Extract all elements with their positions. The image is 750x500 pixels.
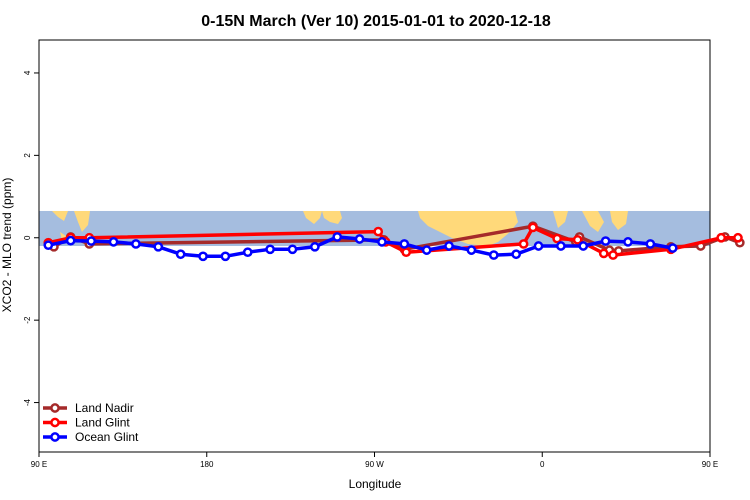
landmass-1 xyxy=(74,210,90,232)
legend-swatch-marker xyxy=(50,403,60,413)
axes: 90 E 180 90 W 0 90 E 4 2 0 -2 -4 xyxy=(23,39,718,469)
landmass-2 xyxy=(60,232,66,240)
data-point xyxy=(733,232,743,243)
data-point xyxy=(578,241,589,251)
y-tick-label: 0 xyxy=(23,235,32,240)
data-point xyxy=(175,249,186,260)
y-tick-label: 2 xyxy=(23,153,32,158)
data-point xyxy=(401,247,412,258)
landmass-5 xyxy=(418,210,518,246)
data-point xyxy=(598,248,609,259)
data-point xyxy=(488,250,499,260)
y-tick-label: 4 xyxy=(23,70,32,75)
x-tick-label: 90 E xyxy=(702,460,718,469)
data-point xyxy=(65,235,76,246)
data-point xyxy=(528,222,538,233)
data-point xyxy=(518,239,529,249)
data-point xyxy=(108,237,119,247)
x-axis-title: Longitude xyxy=(349,477,402,491)
data-point xyxy=(86,236,97,246)
data-point xyxy=(332,232,343,242)
data-point xyxy=(556,241,566,251)
data-point xyxy=(600,236,611,246)
data-point xyxy=(572,234,583,245)
data-point xyxy=(377,237,387,247)
landmass-3 xyxy=(303,210,322,224)
data-point xyxy=(265,244,275,255)
data-point xyxy=(552,233,563,244)
data-point xyxy=(198,251,208,262)
x-tick-label: 180 xyxy=(200,460,214,469)
data-point xyxy=(242,247,253,258)
data-point xyxy=(310,241,320,252)
y-tick-label: -4 xyxy=(23,398,32,406)
legend-label: Land Glint xyxy=(75,416,130,430)
x-tick-label: 90 W xyxy=(365,460,384,469)
legend-swatch-marker xyxy=(50,432,60,442)
landmass-4 xyxy=(322,210,342,224)
data-point xyxy=(608,250,618,260)
data-point xyxy=(354,234,365,244)
landmass-6 xyxy=(553,210,568,228)
data-point xyxy=(373,226,384,237)
data-point xyxy=(623,237,633,247)
data-point xyxy=(667,243,678,253)
data-point xyxy=(645,239,656,249)
y-axis-title: XCO2 - MLO trend (ppm) xyxy=(0,178,14,313)
data-point xyxy=(511,249,522,260)
data-point xyxy=(43,240,54,251)
data-point xyxy=(153,241,164,252)
legend-label: Ocean Glint xyxy=(75,430,139,444)
series-layer xyxy=(43,221,745,262)
series-ocean-glint xyxy=(43,232,678,262)
data-point xyxy=(466,245,477,255)
data-point xyxy=(716,232,727,243)
data-point xyxy=(399,239,410,249)
data-point xyxy=(287,244,298,255)
legend-item: Land Nadir xyxy=(43,401,134,415)
y-tick-label: -2 xyxy=(23,316,32,324)
data-point xyxy=(220,251,231,262)
legend-swatch-marker xyxy=(50,417,60,428)
data-point xyxy=(131,239,141,249)
landmass-0 xyxy=(48,210,68,221)
landmass-7 xyxy=(582,210,604,232)
x-tick-label: 0 xyxy=(540,460,545,469)
chart-title: 0-15N March (Ver 10) 2015-01-01 to 2020-… xyxy=(201,13,551,30)
data-point xyxy=(533,241,544,251)
legend-label: Land Nadir xyxy=(75,401,134,415)
x-tick-label: 90 E xyxy=(31,460,47,469)
data-point xyxy=(421,245,432,255)
landmass-8 xyxy=(610,210,628,230)
legend-item: Ocean Glint xyxy=(43,430,139,444)
legend-item: Land Glint xyxy=(43,416,130,430)
data-point xyxy=(444,241,454,251)
